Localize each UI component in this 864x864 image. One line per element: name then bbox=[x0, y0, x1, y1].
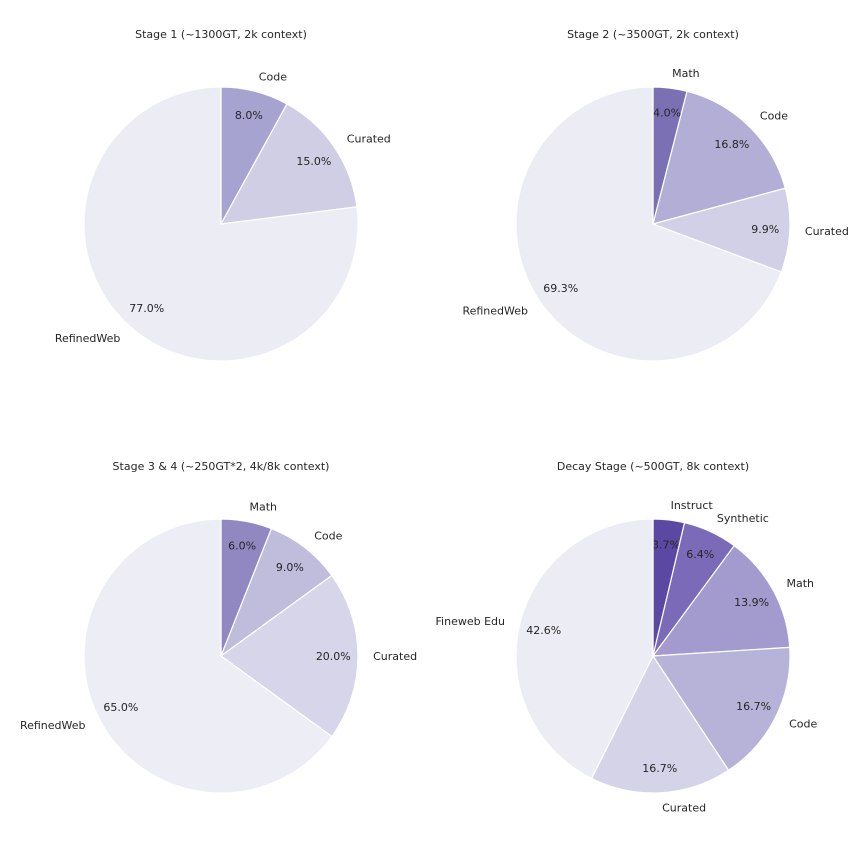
category-label-math: Math bbox=[672, 67, 700, 80]
pie-slice-curated bbox=[652, 187, 791, 273]
pie-slice-refinedweb bbox=[83, 518, 333, 794]
pie-slice-curated bbox=[220, 574, 359, 738]
pct-label-curated: 9.9% bbox=[751, 223, 779, 236]
category-label-curated: Curated bbox=[662, 802, 706, 815]
pie-slice-curated bbox=[220, 103, 358, 225]
pct-label-refinedweb: 65.0% bbox=[103, 701, 138, 714]
category-label-fineweb-edu: Fineweb Edu bbox=[436, 615, 505, 628]
pct-label-code: 16.7% bbox=[736, 700, 771, 713]
pct-label-curated: 16.7% bbox=[642, 762, 677, 775]
category-label-refinedweb: RefinedWeb bbox=[462, 305, 528, 318]
pct-label-code: 8.0% bbox=[235, 109, 263, 122]
pie-slice-math bbox=[652, 545, 791, 657]
pct-label-curated: 20.0% bbox=[316, 650, 351, 663]
pct-label-code: 9.0% bbox=[276, 561, 304, 574]
category-label-math: Math bbox=[787, 577, 815, 590]
pie-slice-refinedweb bbox=[515, 86, 782, 362]
pie-slice-curated bbox=[590, 655, 730, 794]
pct-label-synthetic: 6.4% bbox=[686, 548, 714, 561]
pct-label-refinedweb: 69.3% bbox=[543, 282, 578, 295]
category-label-instruct: Instruct bbox=[671, 499, 714, 512]
category-label-math: Math bbox=[250, 500, 278, 513]
pie-chart-stage-2: 4.0% Math 16.8% Code 9.9% Curated 69.3% Refined… bbox=[462, 67, 849, 362]
category-label-curated: Curated bbox=[347, 132, 391, 145]
pct-label-math: 13.9% bbox=[734, 596, 769, 609]
chart-cell-stage-2: 4.0% Math 16.8% Code 9.9% Curated 69.3% Refined… bbox=[432, 0, 864, 432]
pct-label-math: 4.0% bbox=[653, 106, 681, 119]
pie-slice-refinedweb bbox=[83, 86, 359, 362]
pie-chart-stage-3-4: 6.0% Math 9.0% Code 20.0% Curated 65.0% Refined… bbox=[20, 500, 417, 794]
chart-cell-stage-3-4: 6.0% Math 9.0% Code 20.0% Curated 65.0% Refined… bbox=[0, 432, 432, 864]
category-label-refinedweb: RefinedWeb bbox=[20, 719, 86, 732]
pct-label-code: 16.8% bbox=[714, 138, 749, 151]
category-label-curated: Curated bbox=[373, 650, 417, 663]
pie-chart-decay-stage: 3.7% Instruct 6.4% Synthetic 13.9% Math 16.7% C… bbox=[436, 499, 818, 815]
chart-cell-stage-1: 8.0% Code 15.0% Curated 77.0% RefinedWeb Stag… bbox=[0, 0, 432, 432]
category-label-synthetic: Synthetic bbox=[717, 512, 769, 525]
chart-cell-decay-stage: 3.7% Instruct 6.4% Synthetic 13.9% Math 16.7% C… bbox=[432, 432, 864, 864]
pie-chart-stage-1: 8.0% Code 15.0% Curated 77.0% RefinedWeb bbox=[55, 71, 391, 362]
category-label-curated: Curated bbox=[805, 225, 849, 238]
category-label-code: Code bbox=[760, 110, 788, 123]
pct-label-fineweb-edu: 42.6% bbox=[526, 624, 561, 637]
pie-slice-code bbox=[652, 90, 786, 225]
pct-label-instruct: 3.7% bbox=[652, 538, 680, 551]
category-label-code: Code bbox=[314, 530, 342, 543]
pie-slice-fineweb-edu bbox=[515, 518, 654, 780]
category-label-code: Code bbox=[789, 718, 817, 731]
category-label-code: Code bbox=[259, 71, 287, 84]
pie-slice-code bbox=[652, 646, 791, 771]
pct-label-math: 6.0% bbox=[228, 539, 256, 552]
pct-label-curated: 15.0% bbox=[296, 155, 331, 168]
pct-label-refinedweb: 77.0% bbox=[129, 302, 164, 315]
category-label-refinedweb: RefinedWeb bbox=[55, 332, 121, 345]
